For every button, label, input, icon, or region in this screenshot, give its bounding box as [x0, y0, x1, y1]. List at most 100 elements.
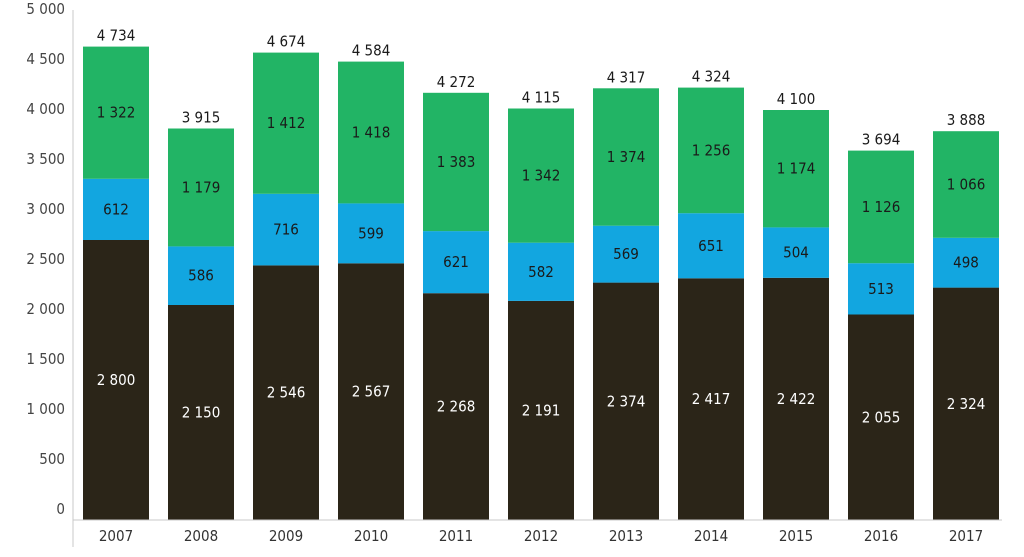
bar-segment: [423, 92, 489, 232]
bar-segment: [338, 203, 404, 264]
y-axis: 0 500 1 000 1 500 2 000 2 500 3 000 3 500 4 000 4…: [26, 0, 74, 547]
segment-value-label: 2 055: [862, 408, 901, 426]
bar-segment: [168, 128, 234, 247]
bar-segment: [338, 263, 404, 520]
bar-segment: [933, 287, 999, 520]
total-value-label: 4 317: [607, 68, 646, 86]
segment-value-label: 2 150: [182, 404, 221, 422]
bar-segment: [253, 265, 319, 520]
bar-segment: [253, 193, 319, 266]
segment-value-label: 586: [188, 267, 214, 285]
segment-value-label: 716: [273, 221, 299, 239]
segment-value-label: 582: [528, 263, 554, 281]
y-tick-label: 2 500: [26, 250, 65, 268]
x-category-label: 2011: [439, 527, 473, 545]
segment-value-label: 621: [443, 253, 469, 271]
segment-value-label: 1 383: [437, 153, 476, 171]
segment-value-label: 1 179: [182, 178, 221, 196]
segment-value-label: 2 567: [352, 383, 391, 401]
total-value-label: 3 915: [182, 109, 221, 127]
x-category-label: 2015: [779, 527, 813, 545]
bar-segment: [593, 282, 659, 520]
total-value-label: 3 694: [862, 131, 901, 149]
y-tick-label: 3 500: [26, 150, 65, 168]
segment-value-label: 2 546: [267, 384, 306, 402]
bars: 2 800 612 1 322 4 734 2 150 586 1 179 3 915 2 54…: [83, 27, 999, 520]
segment-value-label: 599: [358, 224, 384, 242]
bar-segment: [83, 240, 149, 520]
x-category-label: 2014: [694, 527, 728, 545]
total-value-label: 4 674: [267, 33, 306, 51]
segment-value-label: 513: [868, 280, 894, 298]
segment-value-label: 2 191: [522, 401, 561, 419]
y-tick-label: 2 000: [26, 300, 65, 318]
y-tick-label: 1 000: [26, 400, 65, 418]
segment-value-label: 1 066: [947, 176, 986, 194]
total-value-label: 4 100: [777, 90, 816, 108]
segment-value-label: 1 126: [862, 198, 901, 216]
bar-segment: [933, 237, 999, 288]
bar-segment: [508, 108, 574, 243]
bar-segment: [678, 87, 744, 214]
y-tick-label: 5 000: [26, 0, 65, 18]
bar-segment: [253, 52, 319, 194]
bar-segment: [423, 231, 489, 294]
x-axis: 2007 2008 2009 2010 2011 2012 2013 2014 2015 2016…: [73, 519, 1002, 545]
total-value-label: 4 272: [437, 73, 476, 91]
bar-segment: [168, 305, 234, 520]
bar-segment: [848, 150, 914, 264]
segment-value-label: 1 256: [692, 141, 731, 159]
segment-value-label: 2 800: [97, 371, 136, 389]
bar-segment: [338, 61, 404, 204]
x-category-label: 2012: [524, 527, 558, 545]
x-category-label: 2016: [864, 527, 898, 545]
bar-segment: [423, 293, 489, 520]
total-value-label: 4 584: [352, 42, 391, 60]
total-value-label: 4 324: [692, 68, 731, 86]
y-tick-label: 0: [56, 500, 65, 518]
segment-value-label: 2 417: [692, 390, 731, 408]
bar-segment: [763, 277, 829, 520]
x-category-label: 2007: [99, 527, 133, 545]
total-value-label: 4 734: [97, 27, 136, 45]
total-value-label: 3 888: [947, 111, 986, 129]
y-tick-label: 1 500: [26, 350, 65, 368]
segment-value-label: 504: [783, 244, 809, 262]
x-category-label: 2013: [609, 527, 643, 545]
segment-value-label: 1 418: [352, 124, 391, 142]
segment-value-label: 651: [698, 237, 724, 255]
bar-segment: [933, 131, 999, 238]
y-tick-label: 500: [39, 450, 65, 468]
segment-value-label: 612: [103, 200, 129, 218]
bar-segment: [763, 110, 829, 228]
bar-segment: [83, 46, 149, 179]
x-category-label: 2017: [949, 527, 983, 545]
segment-value-label: 1 322: [97, 104, 136, 122]
segment-value-label: 2 268: [437, 398, 476, 416]
segment-value-label: 1 342: [522, 167, 561, 185]
segment-value-label: 2 374: [607, 392, 646, 410]
total-value-label: 4 115: [522, 89, 561, 107]
segment-value-label: 2 324: [947, 395, 986, 413]
bar-segment: [848, 263, 914, 315]
bar-segment: [168, 246, 234, 305]
segment-value-label: 569: [613, 245, 639, 263]
segment-value-label: 1 374: [607, 148, 646, 166]
y-tick-label: 3 000: [26, 200, 65, 218]
bar-segment: [848, 314, 914, 520]
x-category-label: 2009: [269, 527, 303, 545]
bar-segment: [763, 227, 829, 278]
bar-segment: [83, 178, 149, 240]
bar-segment: [508, 300, 574, 520]
segment-value-label: 2 422: [777, 390, 816, 408]
bar-segment: [593, 88, 659, 226]
x-category-label: 2008: [184, 527, 218, 545]
segment-value-label: 498: [953, 254, 979, 272]
bar-segment: [508, 242, 574, 301]
bar-segment: [593, 225, 659, 283]
segment-value-label: 1 412: [267, 114, 306, 132]
bar-segment: [678, 278, 744, 520]
y-tick-label: 4 500: [26, 50, 65, 68]
x-category-label: 2010: [354, 527, 388, 545]
